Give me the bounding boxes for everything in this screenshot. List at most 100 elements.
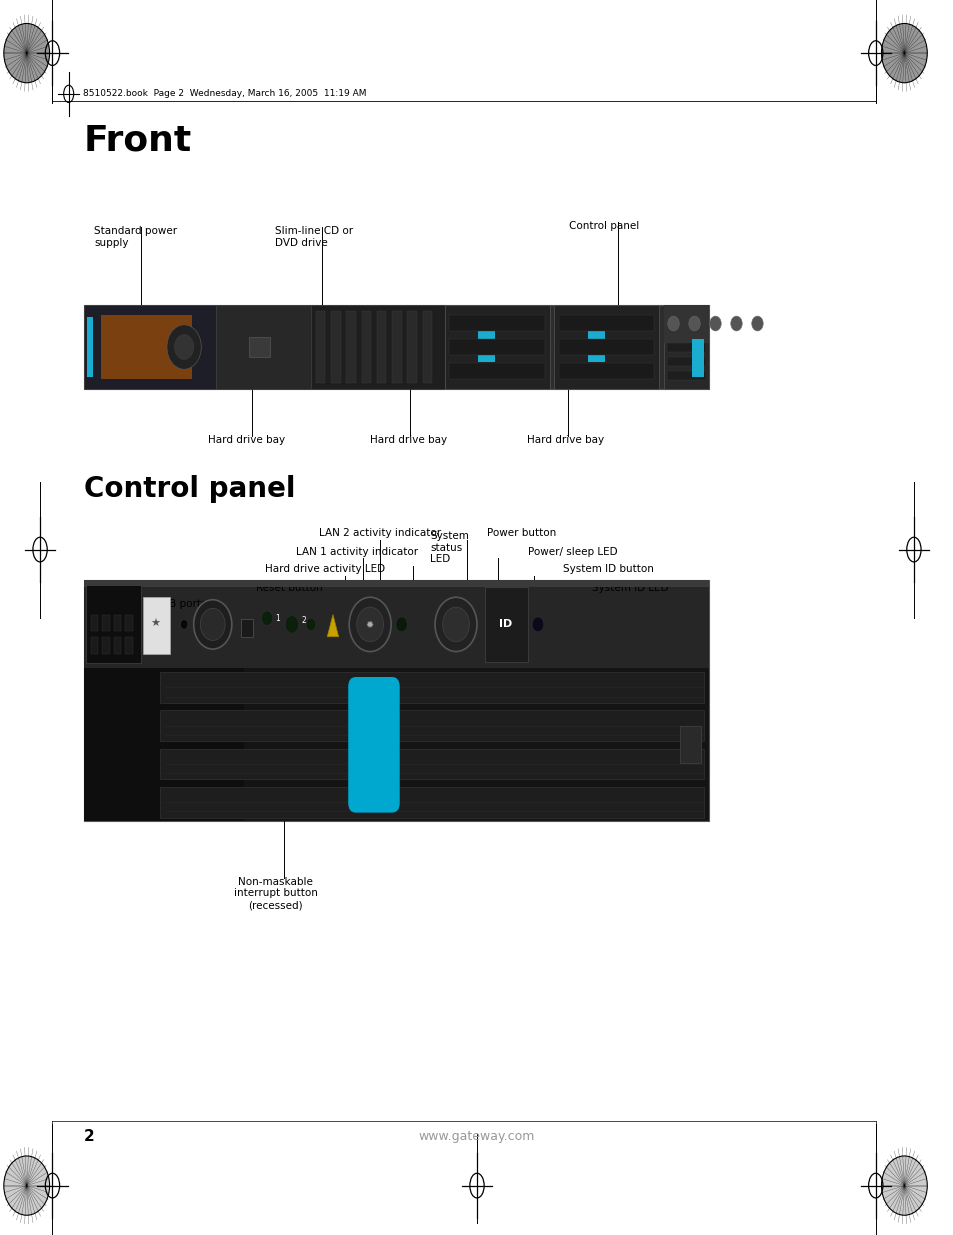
- Bar: [91, 637, 98, 653]
- Bar: [484, 587, 527, 662]
- Bar: [376, 311, 386, 383]
- Circle shape: [349, 598, 391, 652]
- Bar: [102, 615, 110, 631]
- Bar: [558, 338, 654, 356]
- Circle shape: [688, 316, 700, 331]
- Bar: [554, 305, 659, 389]
- Text: Power/ sleep LED: Power/ sleep LED: [527, 547, 617, 557]
- Text: System
status
LED: System status LED: [430, 531, 469, 564]
- Text: USB ports: USB ports: [154, 599, 206, 609]
- Circle shape: [261, 611, 273, 626]
- Text: System ID button: System ID button: [562, 564, 653, 574]
- Bar: [241, 620, 253, 637]
- Bar: [125, 637, 132, 653]
- Bar: [113, 615, 121, 631]
- Bar: [558, 315, 654, 331]
- Circle shape: [180, 620, 188, 630]
- Text: Control panel: Control panel: [84, 475, 295, 504]
- Bar: [663, 305, 708, 343]
- Text: Hard drive bay: Hard drive bay: [526, 435, 603, 445]
- Bar: [143, 597, 170, 653]
- Bar: [91, 615, 98, 631]
- Text: LAN 2 activity indicator: LAN 2 activity indicator: [318, 529, 440, 538]
- Bar: [361, 311, 371, 383]
- Bar: [449, 315, 544, 331]
- Circle shape: [193, 600, 232, 650]
- Circle shape: [306, 619, 315, 631]
- Text: Control panel: Control panel: [568, 221, 639, 231]
- Text: Slim-line CD or
DVD drive: Slim-line CD or DVD drive: [274, 226, 353, 247]
- Bar: [666, 357, 705, 367]
- Circle shape: [395, 618, 407, 632]
- Bar: [86, 585, 141, 663]
- Text: Reset button: Reset button: [255, 583, 322, 593]
- Bar: [392, 311, 401, 383]
- Text: 2: 2: [301, 616, 306, 625]
- Bar: [422, 311, 432, 383]
- Circle shape: [881, 23, 926, 83]
- Circle shape: [442, 608, 469, 642]
- FancyBboxPatch shape: [348, 677, 399, 813]
- Circle shape: [167, 325, 201, 369]
- Bar: [477, 325, 495, 362]
- Bar: [87, 317, 93, 377]
- Circle shape: [751, 316, 762, 331]
- Bar: [160, 710, 703, 741]
- Text: www.gateway.com: www.gateway.com: [418, 1130, 535, 1142]
- Bar: [160, 672, 703, 703]
- Bar: [691, 338, 703, 377]
- Bar: [84, 668, 244, 821]
- Bar: [315, 311, 325, 383]
- Bar: [311, 305, 444, 389]
- Bar: [666, 372, 705, 380]
- Circle shape: [4, 23, 50, 83]
- Text: 8510522.book  Page 2  Wednesday, March 16, 2005  11:19 AM: 8510522.book Page 2 Wednesday, March 16,…: [83, 89, 366, 99]
- Polygon shape: [327, 615, 338, 637]
- Text: Hard drive activity LED: Hard drive activity LED: [265, 564, 385, 574]
- Text: Standard power
supply: Standard power supply: [94, 226, 177, 247]
- Circle shape: [709, 316, 720, 331]
- Bar: [84, 580, 708, 668]
- Bar: [449, 338, 544, 356]
- Bar: [113, 637, 121, 653]
- Bar: [160, 748, 703, 779]
- Bar: [101, 315, 192, 379]
- Text: System ID LED: System ID LED: [592, 583, 668, 593]
- Circle shape: [356, 608, 383, 642]
- Bar: [249, 337, 270, 357]
- Bar: [449, 363, 544, 379]
- Circle shape: [730, 316, 741, 331]
- Bar: [407, 311, 416, 383]
- Bar: [666, 343, 705, 352]
- Bar: [160, 787, 703, 818]
- Text: Hard drive bay: Hard drive bay: [208, 435, 285, 445]
- Text: LAN 1 activity indicator: LAN 1 activity indicator: [295, 547, 417, 557]
- Bar: [346, 311, 355, 383]
- Circle shape: [174, 335, 193, 359]
- Text: Hard drive bay: Hard drive bay: [370, 435, 447, 445]
- Text: Non-maskable
interrupt button
(recessed): Non-maskable interrupt button (recessed): [233, 877, 317, 910]
- Bar: [215, 305, 311, 389]
- Bar: [663, 305, 708, 389]
- Circle shape: [532, 618, 543, 632]
- Bar: [331, 311, 340, 383]
- Circle shape: [667, 316, 679, 331]
- Text: Power button: Power button: [486, 529, 556, 538]
- Text: ID: ID: [498, 620, 512, 630]
- Circle shape: [881, 1156, 926, 1215]
- Bar: [558, 363, 654, 379]
- Bar: [84, 305, 215, 389]
- Circle shape: [4, 1156, 50, 1215]
- Bar: [587, 325, 604, 362]
- Bar: [125, 615, 132, 631]
- Text: ★: ★: [151, 620, 160, 630]
- Bar: [444, 305, 549, 389]
- Text: ✹: ✹: [366, 620, 374, 630]
- Bar: [679, 726, 700, 763]
- Text: Front: Front: [84, 124, 192, 158]
- Text: 1: 1: [274, 614, 279, 622]
- Bar: [102, 637, 110, 653]
- Bar: [84, 580, 708, 821]
- Text: 2: 2: [84, 1129, 94, 1144]
- Bar: [84, 580, 708, 587]
